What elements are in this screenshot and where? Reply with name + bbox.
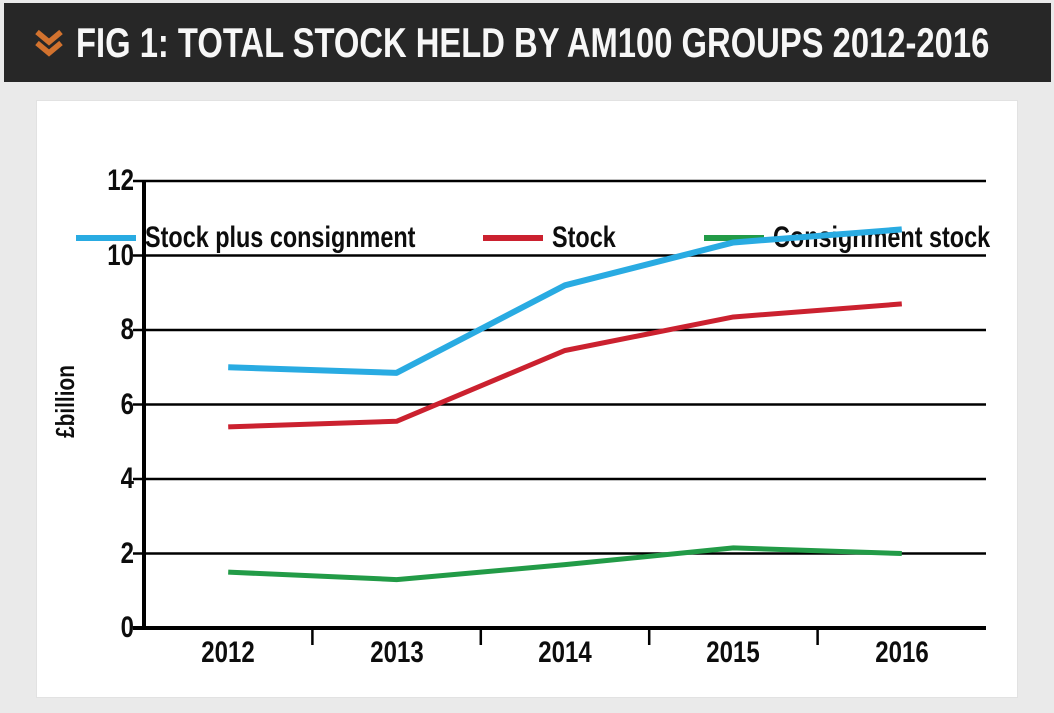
double-chevron-down-icon <box>35 29 63 57</box>
y-tick-label: 8 <box>120 313 134 346</box>
y-tick-label: 6 <box>120 387 134 421</box>
x-tick-label: 2013 <box>370 636 424 669</box>
chart-card: Stock plus consignment Stock Consignment… <box>36 100 1018 698</box>
legend-item: Stock plus consignment <box>76 221 492 254</box>
legend-label: Stock <box>552 221 616 254</box>
x-tick-label: 2014 <box>538 636 592 669</box>
figure-title: FIG 1: TOTAL STOCK HELD BY AM100 GROUPS … <box>76 18 990 66</box>
legend-swatch-blue <box>76 235 136 241</box>
y-tick-label: 10 <box>107 238 134 272</box>
series-line <box>228 545 902 583</box>
x-tick-label: 2015 <box>706 636 760 669</box>
y-axis-title-wrap: £billion <box>45 331 85 471</box>
plot-svg <box>133 179 986 645</box>
series-line <box>228 301 902 430</box>
x-tick-label: 2012 <box>201 636 255 669</box>
legend-swatch-red <box>483 235 543 241</box>
y-tick-label: 0 <box>120 611 134 644</box>
y-tick-label: 12 <box>107 164 134 197</box>
legend-swatch-green <box>704 235 764 241</box>
legend-label: Stock plus consignment <box>145 221 416 254</box>
plot-area <box>133 179 986 645</box>
series-line <box>228 226 903 376</box>
y-tick-label: 2 <box>120 536 134 570</box>
y-tick-label: 4 <box>120 462 134 495</box>
figure-header: FIG 1: TOTAL STOCK HELD BY AM100 GROUPS … <box>4 3 1051 82</box>
legend-item: Stock <box>483 221 634 254</box>
y-axis-title: £billion <box>49 364 80 438</box>
x-tick-label: 2016 <box>875 636 929 669</box>
